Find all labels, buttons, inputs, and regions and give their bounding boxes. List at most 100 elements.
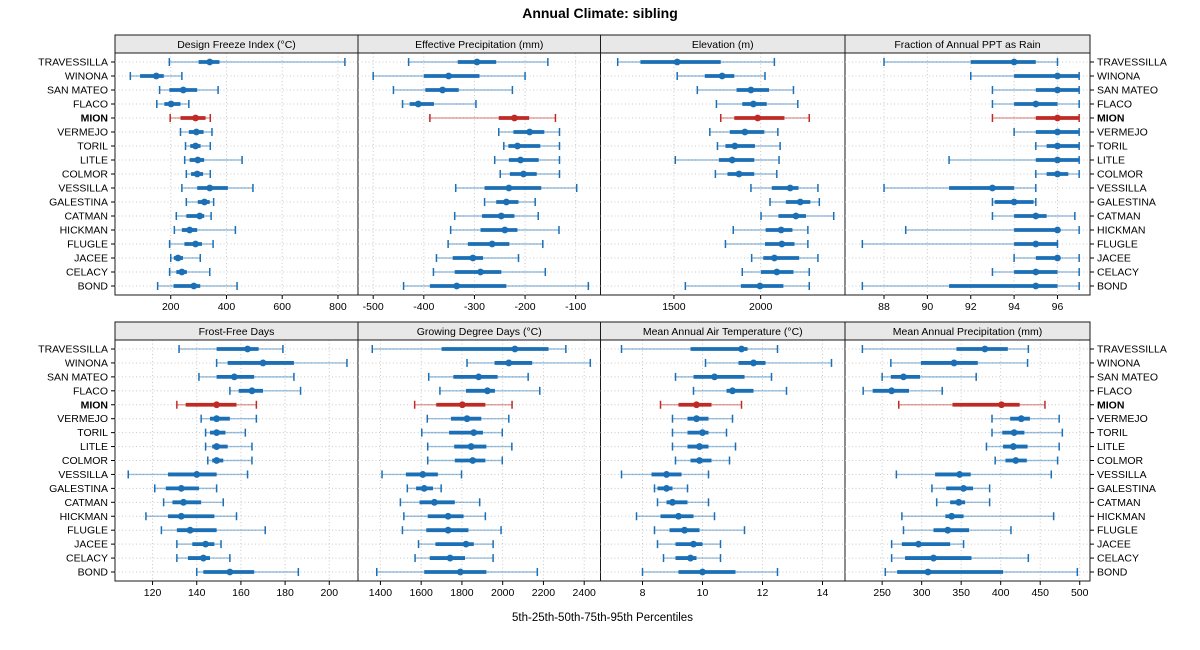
x-tick-label: 800 xyxy=(329,301,347,313)
station-label-left: CELACY xyxy=(66,267,108,279)
percentile-row-celacy xyxy=(991,268,1080,276)
percentile-row-flugle xyxy=(447,240,544,248)
percentile-row-colmor xyxy=(994,456,1059,465)
median-dot xyxy=(950,359,958,367)
median-dot xyxy=(693,415,700,423)
percentile-row-hickman xyxy=(173,226,237,234)
station-label-right: TORIL xyxy=(1097,427,1128,439)
highlighted-percentile-row-mion xyxy=(659,400,743,409)
median-dot xyxy=(180,498,187,506)
percentile-row-vermejo xyxy=(991,414,1060,423)
percentile-row-bond xyxy=(402,282,590,290)
median-dot xyxy=(699,568,706,576)
median-dot xyxy=(1054,156,1061,164)
panel-design-freeze-index-c: 200 400 600 800 Design Freeze Index (°C) TRAV… xyxy=(38,34,359,313)
median-dot xyxy=(520,170,527,178)
median-dot xyxy=(497,212,505,220)
percentile-row-vermejo xyxy=(1013,128,1080,136)
station-label-left: TORIL xyxy=(77,141,108,153)
median-dot xyxy=(511,114,518,122)
percentile-row-vermejo xyxy=(497,128,561,136)
median-dot xyxy=(960,484,967,492)
percentile-row-hickman xyxy=(732,226,809,234)
station-label-left: VERMEJO xyxy=(57,413,108,425)
percentile-row-celacy xyxy=(176,554,231,563)
median-dot xyxy=(930,554,937,562)
panel-strip-title: Fraction of Annual PPT as Rain xyxy=(894,39,1040,51)
median-dot xyxy=(194,156,202,164)
median-dot xyxy=(690,540,697,548)
percentile-row-colmor xyxy=(426,456,504,465)
station-label-left: JACEE xyxy=(74,539,108,551)
percentile-row-bond xyxy=(684,282,811,290)
panel-strip-title: Design Freeze Index (°C) xyxy=(177,39,296,51)
x-tick-label: 200 xyxy=(162,301,180,313)
percentile-row-litle xyxy=(493,156,561,164)
panel-plot-area xyxy=(600,339,846,582)
station-label-right: WINONA xyxy=(1097,71,1140,83)
percentile-row-colmor xyxy=(499,170,561,178)
panel-strip-title: Elevation (m) xyxy=(692,39,754,51)
median-dot xyxy=(526,128,534,136)
station-label-right: CELACY xyxy=(1097,267,1139,279)
median-dot xyxy=(514,142,521,150)
x-tick-label: 300 xyxy=(913,587,931,599)
median-dot xyxy=(1010,429,1018,437)
percentile-row-bond xyxy=(641,568,779,576)
station-label-left: VESSILLA xyxy=(58,469,108,481)
x-tick-label: 2200 xyxy=(532,587,556,599)
percentile-row-vermejo xyxy=(671,414,734,423)
median-dot xyxy=(213,415,221,423)
percentile-row-san-mateo xyxy=(696,86,795,94)
percentile-row-bond xyxy=(861,282,1080,290)
percentile-row-litle xyxy=(426,442,513,451)
percentile-row-travessilla xyxy=(371,345,567,353)
station-label-right: SAN MATEO xyxy=(1097,371,1158,383)
station-label-left: VERMEJO xyxy=(57,127,108,139)
percentile-row-san-mateo xyxy=(674,372,773,381)
median-dot xyxy=(230,373,238,381)
x-tick-label: 1500 xyxy=(662,301,686,313)
panel-plot-area xyxy=(114,339,359,582)
percentile-row-travessilla xyxy=(178,345,284,353)
station-label-left: WINONA xyxy=(65,71,108,83)
median-dot xyxy=(711,373,718,381)
percentile-row-winona xyxy=(676,72,766,80)
x-tick-label: 250 xyxy=(873,587,891,599)
median-dot xyxy=(989,184,996,192)
percentile-row-litle xyxy=(985,442,1060,451)
median-dot xyxy=(469,254,477,262)
percentile-row-galestina xyxy=(991,198,1037,206)
median-dot xyxy=(505,184,513,192)
percentile-row-litle xyxy=(183,156,243,164)
x-tick-label: 14 xyxy=(817,587,829,599)
median-dot xyxy=(792,212,800,220)
percentile-row-hickman xyxy=(145,512,238,521)
station-label-right: GALESTINA xyxy=(1097,483,1156,495)
station-label-right: FLUGLE xyxy=(1097,525,1138,537)
percentile-row-travessilla xyxy=(407,58,549,66)
median-dot xyxy=(900,373,907,381)
station-label-right: VESSILLA xyxy=(1097,469,1147,481)
station-label-left: MION xyxy=(81,113,108,125)
percentile-row-flugle xyxy=(168,240,214,248)
station-label-right: LITLE xyxy=(1097,441,1125,453)
median-dot xyxy=(693,401,700,409)
station-label-left: FLACO xyxy=(73,385,108,397)
percentile-row-flugle xyxy=(401,526,502,535)
percentile-row-colmor xyxy=(185,170,212,178)
percentile-row-galestina xyxy=(769,198,821,206)
highlighted-percentile-row-mion xyxy=(429,114,557,122)
median-dot xyxy=(675,512,682,520)
percentile-row-colmor xyxy=(714,170,778,178)
median-dot xyxy=(152,72,160,80)
station-label-right: MION xyxy=(1097,399,1124,411)
percentile-row-colmor xyxy=(1035,170,1080,178)
median-dot xyxy=(699,429,706,437)
x-axis-caption: 5th-25th-50th-75th-95th Percentiles xyxy=(512,612,693,624)
x-tick-label: 90 xyxy=(922,301,934,313)
percentile-row-san-mateo xyxy=(158,86,219,94)
station-label-left: HICKMAN xyxy=(60,511,108,523)
median-dot xyxy=(1054,254,1061,262)
panel-strip xyxy=(844,321,1091,341)
